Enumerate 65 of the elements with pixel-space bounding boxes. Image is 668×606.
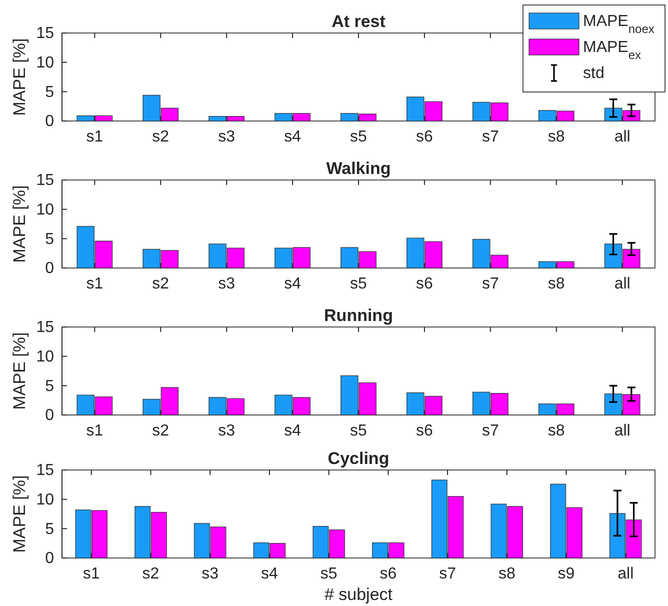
y-tick-label: 15 [36, 462, 54, 480]
x-tick-label: s6 [416, 128, 434, 146]
y-tick-label: 5 [45, 520, 54, 538]
y-tick-label: 0 [45, 260, 54, 278]
x-tick-label: s7 [439, 565, 456, 582]
y-axis-title: MAPE [%] [10, 185, 29, 263]
x-tick-label: s3 [202, 565, 219, 582]
x-tick-label: s2 [152, 422, 170, 440]
y-tick-label: 10 [36, 201, 54, 218]
x-tick-label: s3 [218, 422, 236, 440]
y-axis-title: MAPE [%] [10, 38, 29, 116]
y-axis-title: MAPE [%] [10, 332, 29, 410]
y-tick-label: 10 [36, 348, 54, 366]
x-tick-label: s8 [548, 275, 565, 292]
x-tick-label: s4 [284, 275, 302, 292]
y-tick-label: 5 [45, 378, 54, 395]
y-tick-label: 0 [45, 550, 54, 568]
chart-title: Cycling [328, 449, 390, 468]
x-tick-label: s1 [86, 422, 104, 440]
x-tick-label: s2 [142, 565, 160, 582]
x-tick-label: s4 [261, 565, 278, 582]
x-tick-label: s8 [498, 565, 516, 582]
x-tick-label: all [614, 275, 630, 292]
y-tick-label: 5 [45, 230, 54, 248]
x-tick-label: all [614, 422, 630, 440]
x-tick-label: s2 [152, 128, 170, 146]
legend-label: MAPE$_{noex}$ [583, 13, 654, 36]
chart-title: Running [324, 306, 393, 325]
x-tick-label: s5 [350, 422, 368, 440]
annotation: std [583, 65, 604, 82]
x-tick-label: s7 [482, 422, 499, 440]
y-axis-title: MAPE [%] [10, 475, 29, 553]
x-tick-label: s2 [152, 275, 170, 292]
x-tick-label: s7 [482, 128, 499, 146]
x-tick-label: s1 [86, 128, 104, 146]
x-tick-label: s5 [320, 565, 338, 582]
x-tick-label: s1 [86, 275, 104, 292]
x-tick-label: s1 [82, 565, 100, 582]
y-tick-label: 10 [36, 54, 54, 72]
x-tick-label: s3 [218, 275, 236, 292]
x-tick-label: all [614, 128, 630, 146]
x-tick-label: s9 [558, 565, 575, 582]
x-tick-label: s5 [350, 128, 368, 146]
x-tick-label: s6 [416, 275, 434, 292]
chart-title: Walking [326, 159, 391, 178]
y-tick-label: 0 [45, 113, 54, 130]
y-tick-label: 15 [36, 319, 54, 336]
x-tick-label: s5 [350, 275, 368, 292]
x-tick-label: s7 [482, 275, 499, 292]
y-tick-label: 0 [45, 407, 54, 424]
legend-label: MAPE$_{ex}$ [583, 39, 642, 62]
x-axis-title: # subject [324, 585, 393, 604]
x-tick-label: s8 [548, 422, 565, 440]
chart-title: At rest [332, 12, 386, 31]
x-tick-label: s3 [218, 128, 236, 146]
x-tick-label: all [618, 565, 634, 582]
y-tick-label: 5 [45, 84, 54, 101]
x-tick-label: s4 [284, 422, 302, 440]
y-tick-label: 15 [36, 172, 54, 190]
x-tick-label: s6 [380, 565, 397, 582]
y-tick-label: 15 [36, 25, 54, 42]
x-tick-label: s8 [548, 128, 565, 146]
y-tick-label: 10 [36, 491, 54, 508]
x-tick-label: s6 [416, 422, 434, 440]
x-tick-label: s4 [284, 128, 302, 146]
